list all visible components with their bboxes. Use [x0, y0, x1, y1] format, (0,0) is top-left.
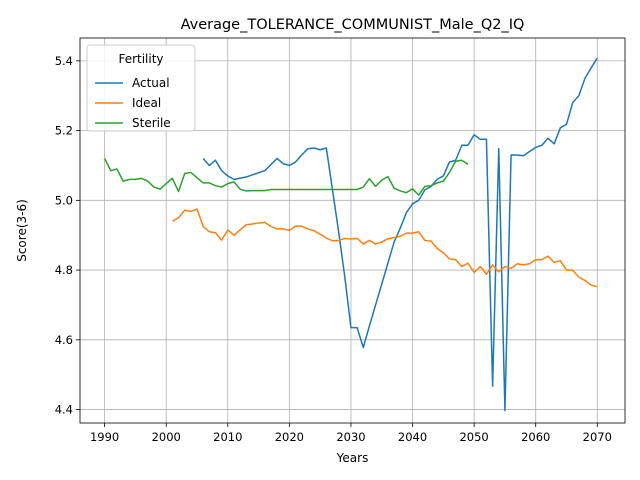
legend: Fertility Actual Ideal Sterile — [86, 44, 196, 132]
legend-label-actual: Actual — [132, 76, 170, 90]
x-axis-label: Years — [336, 451, 369, 465]
y-tick-label: 5.4 — [55, 54, 73, 68]
y-axis-label: Score(3-6) — [15, 199, 29, 262]
grid — [80, 38, 625, 423]
legend-label-sterile: Sterile — [132, 116, 171, 130]
chart-title: Average_TOLERANCE_COMMUNIST_Male_Q2_IQ — [181, 17, 525, 33]
x-tick-label: 2060 — [521, 430, 550, 444]
x-tick-label: 2000 — [152, 430, 181, 444]
y-tick-label: 4.6 — [55, 333, 73, 347]
series-line-ideal — [172, 208, 598, 288]
series-lines — [103, 57, 598, 412]
legend-label-ideal: Ideal — [132, 96, 161, 110]
y-tick-label: 5.2 — [55, 124, 73, 138]
legend-title: Fertility — [118, 52, 163, 66]
x-tick-label: 2030 — [336, 430, 365, 444]
y-axis-ticks: 4.4 4.6 4.8 5.0 5.2 5.4 — [55, 54, 80, 417]
y-tick-label: 4.4 — [55, 403, 73, 417]
x-tick-label: 2040 — [398, 430, 427, 444]
plot-frame — [79, 37, 626, 424]
series-line-actual — [202, 57, 598, 412]
x-tick-label: 2050 — [459, 430, 488, 444]
x-tick-label: 1990 — [90, 430, 119, 444]
legend-box — [86, 44, 196, 132]
y-tick-label: 4.8 — [55, 263, 73, 277]
legend-items: Actual Ideal Sterile — [95, 76, 171, 130]
y-tick-label: 5.0 — [55, 193, 73, 207]
x-tick-label: 2020 — [275, 430, 304, 444]
x-axis-ticks: 1990 2000 2010 2020 2030 2040 2050 2060 2070 — [90, 423, 612, 444]
x-tick-label: 2010 — [213, 430, 242, 444]
x-tick-label: 2070 — [583, 430, 612, 444]
series-line-sterile — [103, 158, 469, 196]
